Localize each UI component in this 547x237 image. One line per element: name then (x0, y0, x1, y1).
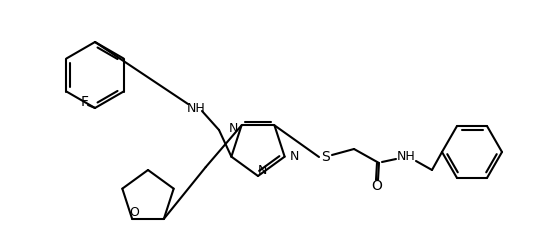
Text: NH: NH (187, 101, 205, 114)
Text: N: N (257, 164, 267, 178)
Text: O: O (129, 206, 139, 219)
Text: N: N (229, 122, 238, 135)
Text: S: S (321, 150, 329, 164)
Text: NH: NH (397, 150, 415, 164)
Text: O: O (371, 179, 382, 193)
Text: N: N (290, 150, 299, 163)
Text: F: F (81, 95, 89, 109)
